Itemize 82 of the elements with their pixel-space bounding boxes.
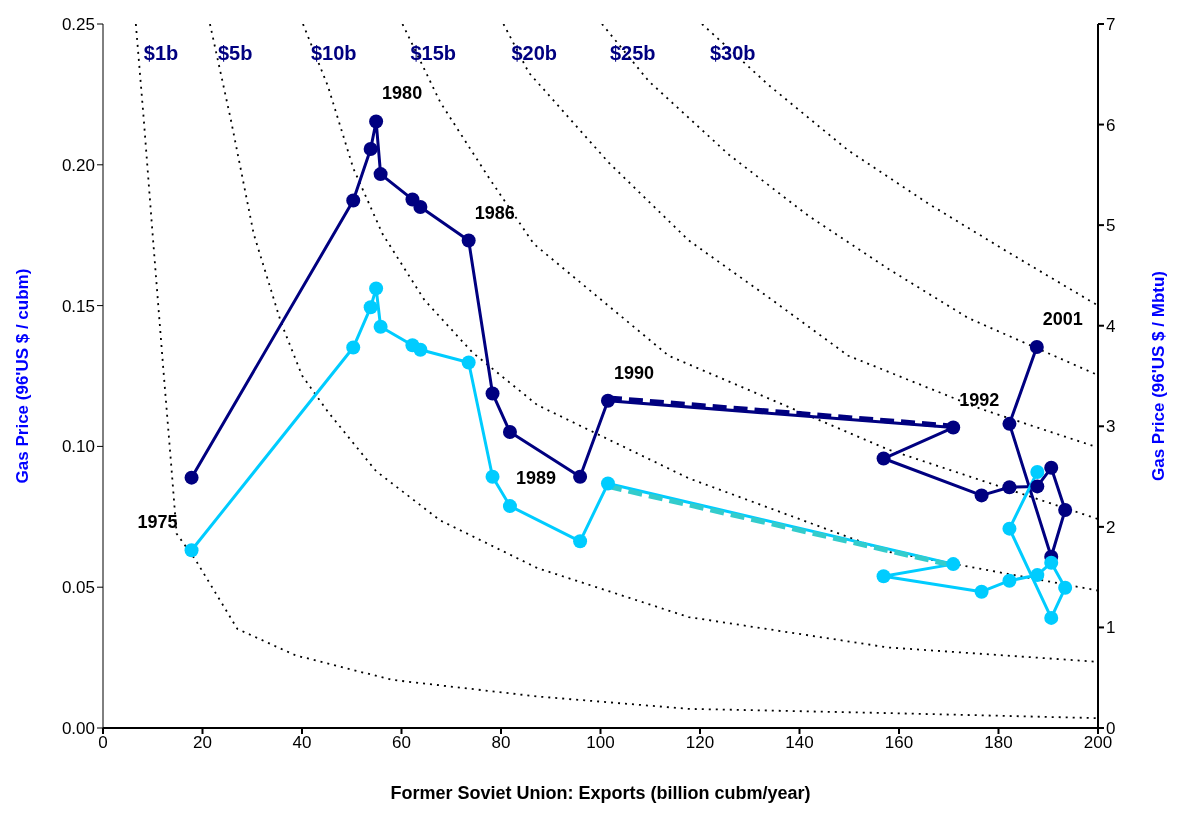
point	[1030, 465, 1045, 480]
y2-tick-label: 6	[1106, 115, 1116, 135]
point	[974, 488, 989, 503]
point	[1002, 480, 1017, 495]
point	[346, 340, 361, 355]
series-label: $30b	[709, 42, 756, 64]
y-tick-label: 0.20	[61, 155, 95, 175]
x-tick-label: 60	[392, 733, 411, 753]
point	[1058, 503, 1073, 518]
series-label: $15b	[410, 42, 457, 64]
point	[1030, 479, 1045, 494]
y-tick-label: 0.05	[61, 578, 95, 598]
point	[600, 476, 615, 491]
point	[369, 281, 384, 296]
annotation: 1980	[382, 83, 423, 104]
point	[502, 425, 517, 440]
series-label: $25b	[609, 42, 656, 64]
point	[461, 355, 476, 370]
point	[485, 469, 500, 484]
point	[461, 233, 476, 248]
point	[1002, 573, 1017, 588]
series-label: $20b	[511, 42, 558, 64]
point	[876, 451, 891, 466]
x-axis-title: Former Soviet Union: Exports (billion cubm/year)	[390, 783, 811, 803]
x-tick-label: 0	[98, 733, 108, 753]
point	[363, 300, 378, 315]
x-tick-label: 120	[685, 733, 715, 753]
series-label: $1b	[143, 42, 179, 64]
point	[946, 420, 961, 435]
point	[600, 393, 615, 408]
x-tick-label: 180	[984, 733, 1013, 753]
x-tick-label: 40	[292, 733, 312, 753]
y2-tick-label: 7	[1106, 15, 1116, 35]
annotation: 2001	[1042, 309, 1083, 329]
y-tick-label: 0.10	[61, 437, 95, 457]
line-series	[601, 24, 1098, 377]
x-tick-label: 140	[785, 733, 814, 753]
point	[184, 543, 199, 558]
point	[502, 499, 517, 514]
x-tick-label: 100	[586, 733, 615, 753]
y2-tick-label: 1	[1106, 618, 1116, 638]
point	[413, 342, 428, 357]
point	[363, 142, 378, 157]
y2-tick-label: 3	[1106, 417, 1116, 437]
annotation: 1986	[474, 202, 515, 223]
y2-tick-label: 5	[1106, 216, 1116, 236]
y2-axis-title: Gas Price (96'US $ / Mbtu)	[1149, 271, 1169, 481]
point	[1044, 610, 1059, 625]
y-tick-label: 0.25	[61, 15, 95, 35]
point	[1002, 521, 1017, 536]
annotation: 1990	[613, 362, 654, 383]
y-tick-label: 0.00	[61, 719, 95, 739]
annotation: 1992	[959, 389, 1000, 410]
point	[346, 193, 361, 208]
point	[373, 167, 388, 182]
x-tick-label: 160	[884, 733, 914, 753]
point	[573, 469, 588, 484]
y2-tick-label: 2	[1106, 517, 1116, 537]
point	[876, 569, 891, 584]
annotation: 1975	[137, 512, 178, 533]
point	[1002, 416, 1017, 431]
y2-tick-label: 4	[1106, 316, 1116, 336]
point	[373, 319, 388, 334]
point	[974, 584, 989, 599]
point	[1044, 555, 1059, 570]
annotation: 1989	[515, 468, 556, 489]
point	[184, 470, 199, 485]
point	[485, 386, 500, 401]
point	[1044, 460, 1059, 475]
series-label: $5b	[217, 42, 253, 64]
point	[1030, 568, 1045, 583]
point	[413, 200, 428, 215]
point	[573, 534, 588, 549]
x-tick-label: 80	[491, 733, 511, 753]
series-label: $10b	[310, 42, 357, 64]
point	[1029, 340, 1044, 354]
point	[946, 557, 961, 572]
x-tick-label: 20	[193, 733, 212, 753]
y-tick-label: 0.15	[61, 296, 95, 316]
y-axis-title: Gas Price (96'US $ / cubm)	[13, 268, 33, 484]
point	[1058, 580, 1073, 595]
point	[369, 114, 384, 129]
